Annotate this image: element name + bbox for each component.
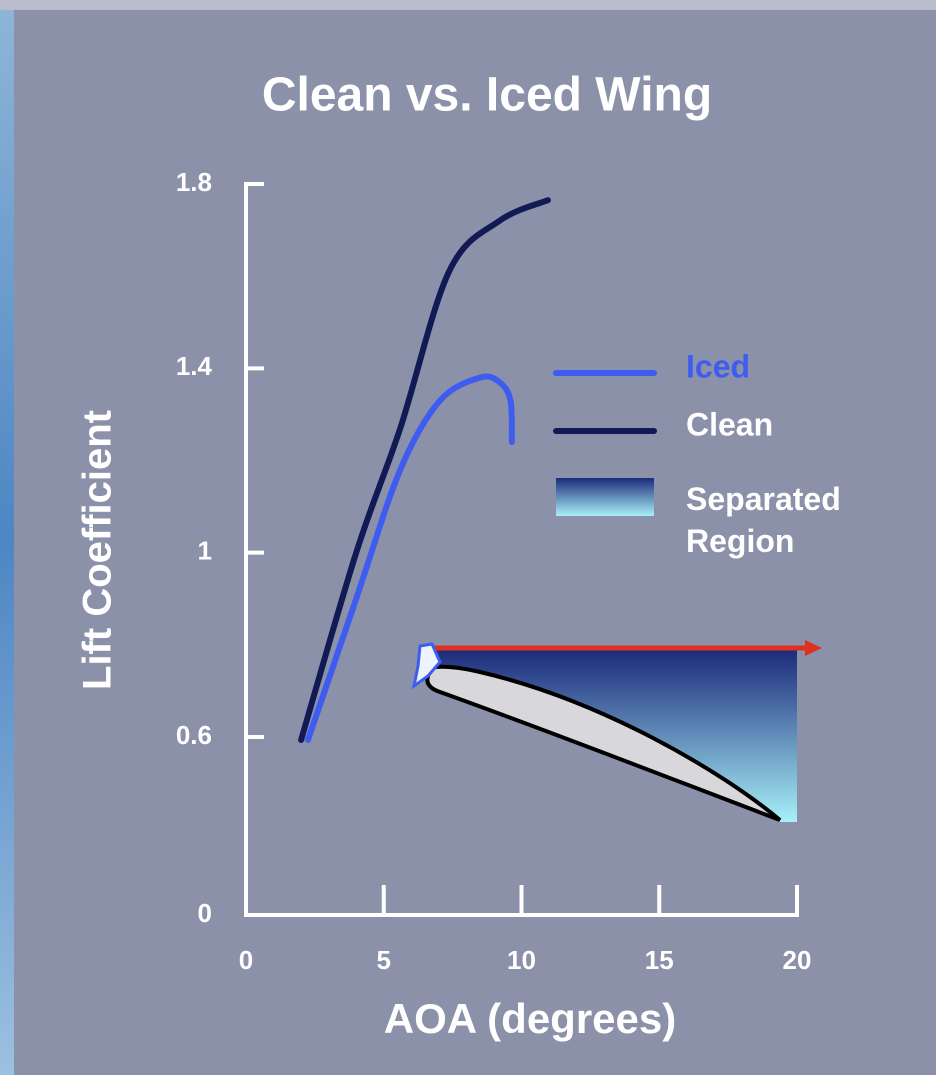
x-tick-label: 20 [783,945,812,975]
x-tick-label: 10 [507,945,536,975]
page: {"chart_data": {"type": "line", "title":… [0,0,936,1075]
legend-label: Separated Region [686,478,886,562]
y-tick-label: 0 [198,898,212,928]
top-strip [0,0,936,10]
left-strip [0,0,14,1075]
x-tick-label: 5 [377,945,391,975]
y-tick-label: 1.8 [176,167,212,197]
x-tick-label: 15 [645,945,674,975]
x-tick-label: 0 [239,945,253,975]
legend-swatch [556,478,654,516]
y-tick-label: 1 [198,536,212,566]
y-tick-label: 1.4 [176,351,213,381]
legend-label: Iced [686,348,750,384]
y-axis-label: Lift Coefficient [76,410,120,690]
x-axis-label: AOA (degrees) [384,995,677,1042]
chart-title: Clean vs. Iced Wing [262,69,712,122]
y-tick-label: 0.6 [176,720,212,750]
arrow-head [805,640,822,656]
legend-label: Clean [686,406,773,442]
airfoil-diagram [414,640,822,822]
